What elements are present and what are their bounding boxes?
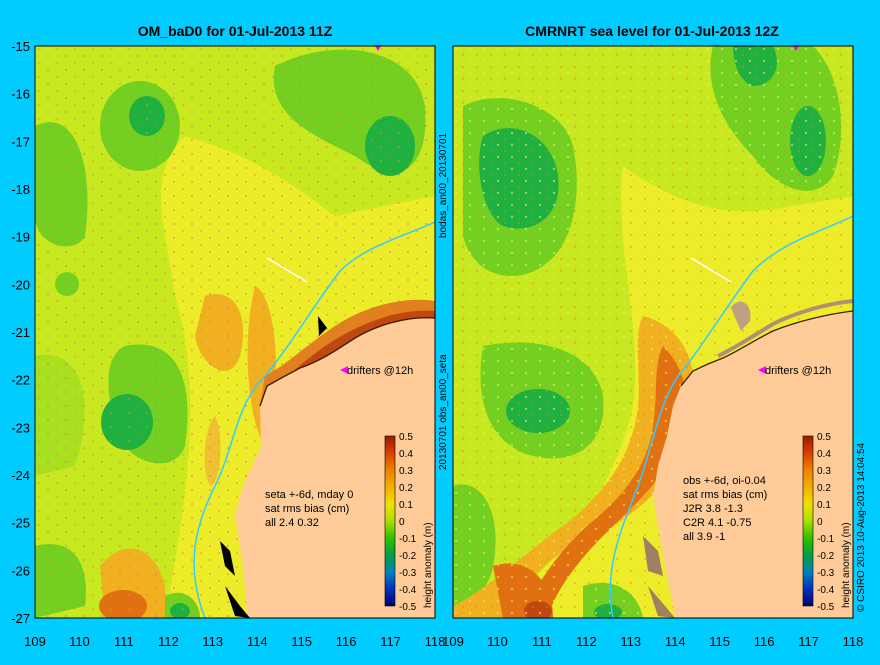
left-drifters-label: drifters @12h: [347, 365, 413, 377]
colorbar-tick-label: 0.3: [399, 466, 413, 477]
longitude-label: 116: [754, 634, 775, 649]
copyright-label: © CSIRO 2013 10-Aug-2013 14:04:54: [856, 442, 867, 612]
left-stats-line-3: all 2.4 0.32: [265, 517, 319, 529]
longitude-label: 117: [798, 634, 819, 649]
colorbar-tick-label: 0.5: [817, 432, 831, 443]
longitude-label: 115: [291, 634, 312, 649]
right-map-area: drifters @12h obs +-6d, oi-0.04 sat rms …: [453, 46, 853, 618]
colorbar-tick-label: 0: [817, 517, 823, 528]
right-stats-line-1: obs +-6d, oi-0.04: [683, 475, 766, 487]
colorbar-tick-label: 0.5: [399, 432, 413, 443]
middle-label-top: bodas_an00_20130701: [438, 132, 449, 238]
right-drifter-marker: [758, 366, 766, 374]
left-map-area: drifters @12h seta +-6d, mday 0 sat rms …: [35, 46, 435, 618]
colorbar-tick-label: -0.3: [817, 568, 835, 579]
latitude-label: -27: [11, 611, 30, 626]
latitude-label: -15: [11, 39, 30, 54]
right-stats-line-5: all 3.9 -1: [683, 531, 725, 543]
colorbar-tick-label: -0.5: [817, 602, 835, 613]
colorbar-tick-label: 0.3: [817, 466, 831, 477]
longitude-label: 118: [843, 634, 864, 649]
longitude-label: 118: [425, 634, 446, 649]
colorbar-tick-label: -0.3: [399, 568, 417, 579]
latitude-label: -21: [11, 325, 30, 340]
colorbar-tick-label: -0.2: [817, 551, 835, 562]
middle-label-bottom: 20130701 obs_an00_seta: [438, 354, 449, 470]
right-stats-line-2: sat rms bias (cm): [683, 489, 767, 501]
left-colorbar: 0.5 0.4 0.3 0.2 0.1 0 -0.1 -0.2 -0.3 -0.4 -0.5 hei…: [384, 432, 434, 613]
latitude-label: -22: [11, 373, 30, 388]
colorbar-tick-label: 0.1: [399, 500, 413, 511]
colorbar-tick-label: 0.2: [399, 483, 413, 494]
left-stats-line-2: sat rms bias (cm): [265, 503, 349, 515]
left-stats: seta +-6d, mday 0 sat rms bias (cm) all …: [265, 489, 353, 529]
colorbar-tick-label: 0.1: [817, 500, 831, 511]
longitude-label: 111: [532, 634, 552, 649]
latitude-label: -24: [11, 468, 30, 483]
longitude-label: 110: [69, 634, 90, 649]
left-map-panel: OM_baD0 for 01-Jul-2013 11Z: [34, 23, 436, 619]
colorbar-tick-label: -0.1: [399, 534, 417, 545]
right-colorbar-label: height anomaly (m): [841, 522, 852, 608]
colorbar-tick-label: -0.5: [399, 602, 417, 613]
latitude-label: -19: [11, 230, 30, 245]
longitude-label: 114: [247, 634, 268, 649]
latitude-label: -26: [11, 563, 30, 578]
latitude-label: -16: [11, 87, 30, 102]
colorbar-tick-label: 0.4: [399, 449, 413, 460]
longitude-label: 111: [114, 634, 134, 649]
latitude-label: -23: [11, 420, 30, 435]
left-colorbar-label: height anomaly (m): [423, 522, 434, 608]
colorbar-tick-label: 0: [399, 517, 405, 528]
longitude-label: 113: [620, 634, 641, 649]
longitude-label: 115: [709, 634, 730, 649]
longitude-label: 117: [380, 634, 401, 649]
longitude-label: 113: [202, 634, 223, 649]
longitude-label: 116: [336, 634, 357, 649]
longitude-label: 110: [487, 634, 508, 649]
left-panel-title: OM_baD0 for 01-Jul-2013 11Z: [138, 23, 333, 39]
right-drifters-label: drifters @12h: [765, 365, 831, 377]
longitude-label: 109: [442, 634, 464, 649]
longitude-label: 109: [24, 634, 46, 649]
right-stats-line-3: J2R 3.8 -1.3: [683, 503, 743, 515]
longitude-label: 112: [576, 634, 597, 649]
colorbar-tick-label: 0.4: [817, 449, 831, 460]
colorbar-tick-label: -0.2: [399, 551, 417, 562]
left-longitude-labels: 109 110 111 112 113 114 115 116 117 118: [24, 634, 445, 649]
right-longitude-labels: 109 110 111 112 113 114 115 116 117 118: [442, 634, 863, 649]
latitude-label: -20: [11, 277, 30, 292]
left-latitude-labels: -15 -16 -17 -18 -19 -20 -21 -22 -23 -24 -25 -26 -27: [11, 39, 30, 626]
right-colorbar: 0.5 0.4 0.3 0.2 0.1 0 -0.1 -0.2 -0.3 -0.4 -0.5 hei…: [802, 432, 852, 613]
colorbar-tick-label: 0.2: [817, 483, 831, 494]
colorbar-tick-label: -0.4: [399, 585, 417, 596]
latitude-label: -18: [11, 182, 30, 197]
colorbar-tick-label: -0.4: [817, 585, 835, 596]
latitude-label: -25: [11, 516, 30, 531]
right-map-panel: CMRNRT sea level for 01-Jul-2013 12Z: [452, 23, 854, 619]
longitude-label: 114: [665, 634, 686, 649]
right-stats-line-4: C2R 4.1 -0.75: [683, 517, 751, 529]
left-stats-line-1: seta +-6d, mday 0: [265, 489, 353, 501]
longitude-label: 112: [158, 634, 179, 649]
left-drifter-marker: [340, 366, 348, 374]
colorbar-tick-label: -0.1: [817, 534, 835, 545]
latitude-label: -17: [11, 134, 30, 149]
right-panel-title: CMRNRT sea level for 01-Jul-2013 12Z: [525, 23, 779, 39]
right-stats: obs +-6d, oi-0.04 sat rms bias (cm) J2R …: [683, 475, 767, 543]
